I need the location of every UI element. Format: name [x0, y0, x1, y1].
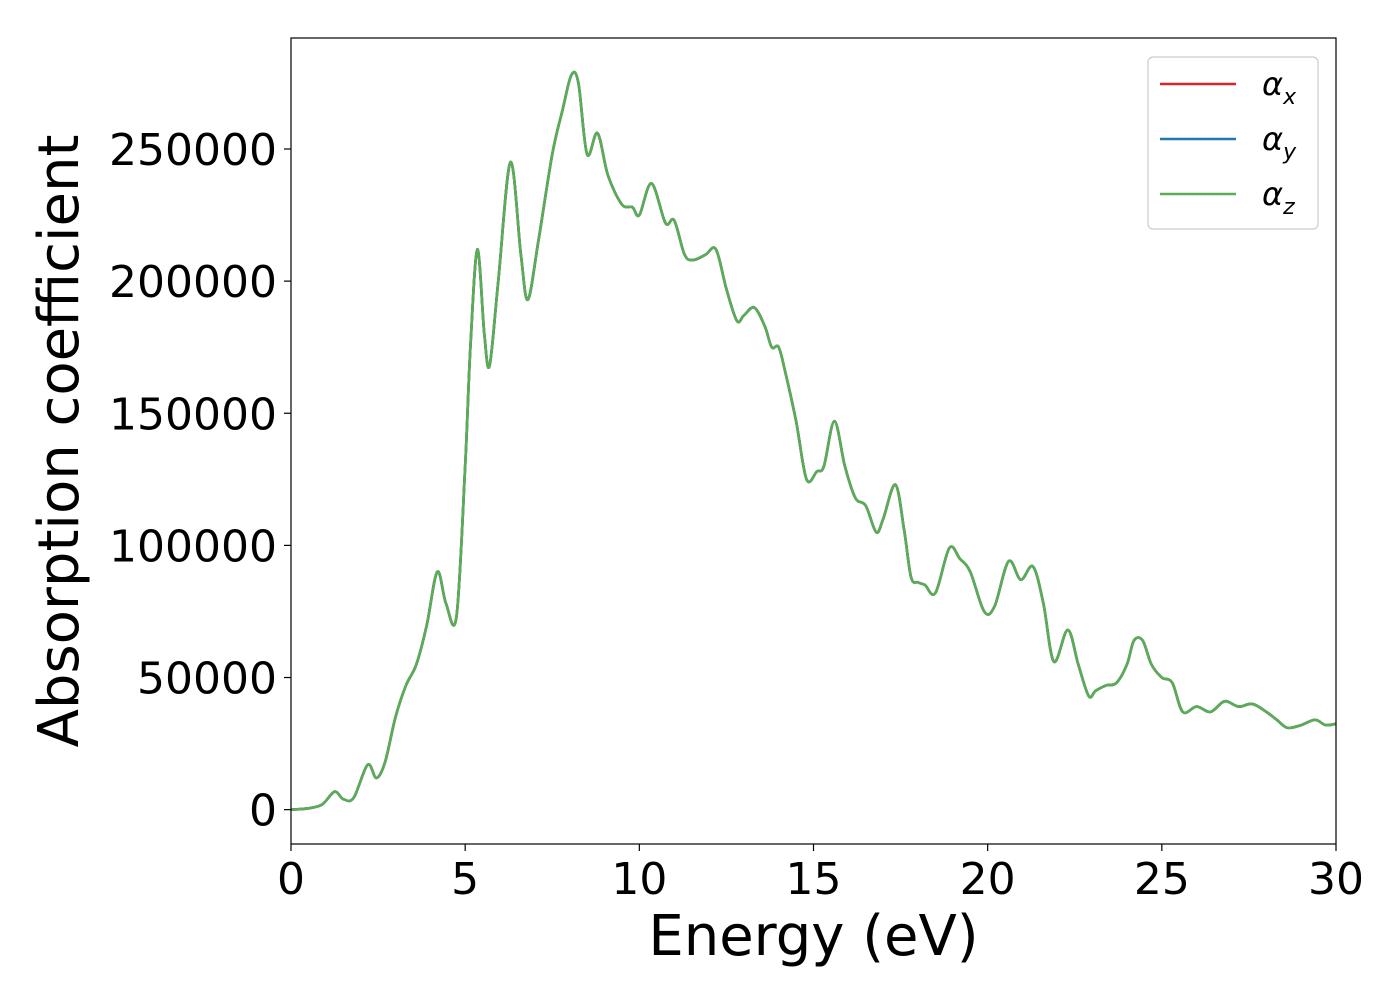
y-tick-label: 50000: [137, 654, 277, 705]
legend: αx αy αz: [1147, 56, 1319, 230]
x-tick-label: 0: [277, 854, 305, 905]
y-tick-label: 100000: [109, 521, 277, 572]
legend-label-1: αx: [1262, 65, 1297, 110]
y-axis-ticks: 0 50000 100000 150000 200000 250000: [109, 125, 291, 837]
legend-label-3: αz: [1262, 175, 1295, 220]
x-tick-label: 15: [786, 854, 842, 905]
x-tick-label: 30: [1308, 854, 1364, 905]
series-line-3: [291, 70, 1336, 811]
y-tick-label: 250000: [109, 125, 277, 176]
legend-entries: αx αy αz: [1160, 65, 1297, 220]
x-tick-label: 25: [1134, 854, 1190, 905]
y-tick-label: 150000: [109, 389, 277, 440]
x-tick-label: 10: [611, 854, 667, 905]
x-tick-label: 5: [451, 854, 479, 905]
y-axis-title: Absorption coefficient: [27, 135, 92, 748]
x-tick-label: 20: [960, 854, 1016, 905]
series-layer: [291, 70, 1336, 811]
y-tick-label: 200000: [109, 257, 277, 308]
x-axis-ticks: 0 5 10 15 20 25 30: [277, 844, 1364, 905]
legend-label-2: αy: [1262, 120, 1297, 165]
legend-box: [1147, 56, 1319, 230]
y-tick-label: 0: [249, 786, 277, 837]
x-axis-title: Energy (eV): [648, 904, 978, 969]
